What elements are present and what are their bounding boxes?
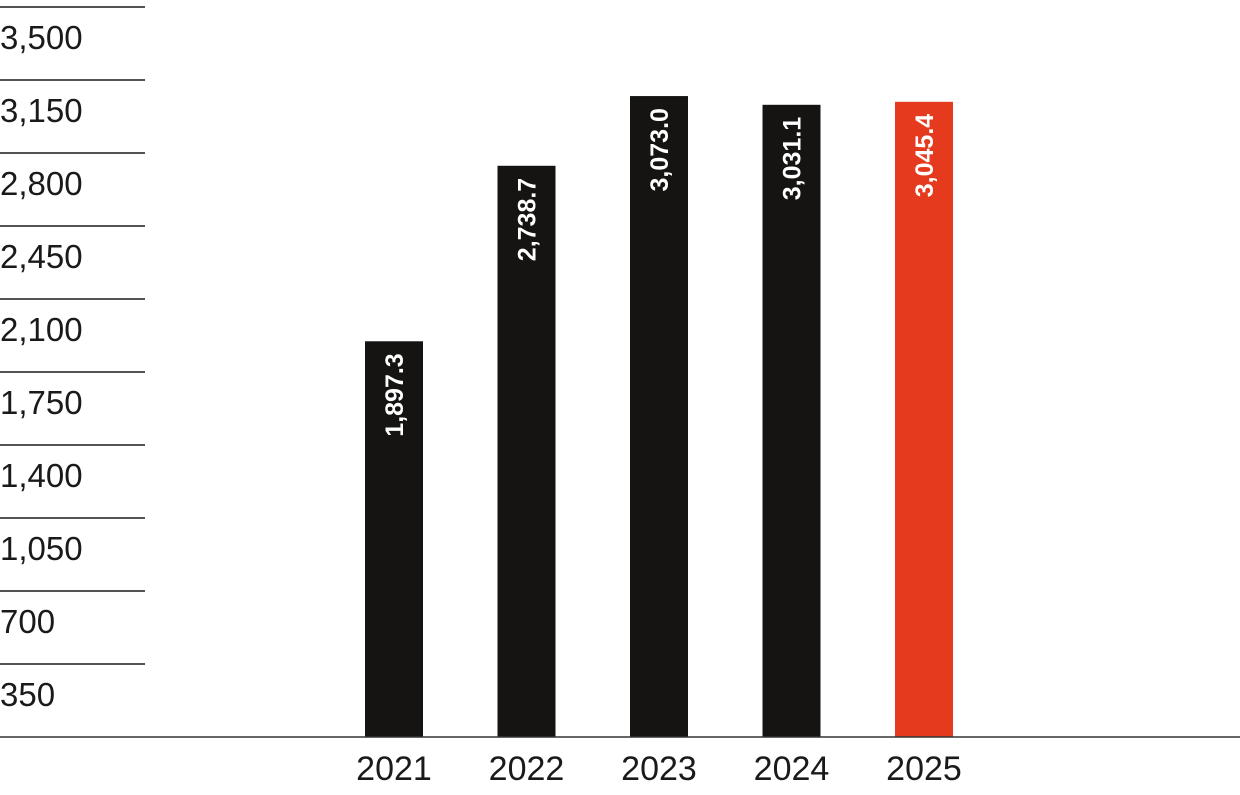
x-axis-tick-labels: 2021 2022 2023 2024 2025 [356, 750, 962, 788]
y-tick-label: 1,050 [0, 530, 83, 567]
bar-value-label: 1,897.3 [381, 353, 409, 436]
y-tick-label: 350 [0, 676, 55, 713]
bar-2021 [365, 341, 423, 737]
x-tick-label: 2021 [356, 750, 432, 788]
y-tick-label: 3,150 [0, 92, 83, 129]
x-tick-label: 2023 [621, 750, 697, 788]
bar-2022 [497, 165, 556, 738]
x-tick-label: 2024 [754, 750, 830, 788]
bar-value-label: 3,073.0 [646, 108, 674, 191]
y-tick-label: 700 [0, 603, 55, 640]
gridlines [0, 6, 145, 665]
bar-value-label: 2,738.7 [514, 178, 542, 261]
bar-value-labels: 1,897.3 2,738.7 3,073.0 3,031.1 3,045.4 [381, 108, 939, 437]
bar-2023 [630, 96, 688, 737]
bar-value-label: 3,031.1 [779, 117, 807, 201]
y-tick-label: 2,100 [0, 311, 83, 348]
y-axis-tick-labels: 350 700 1,050 1,400 1,750 2,100 2,450 2,800 3,15… [0, 19, 83, 713]
y-tick-label: 3,500 [0, 19, 83, 56]
bar-value-label: 3,045.4 [911, 114, 939, 198]
y-tick-label: 1,750 [0, 384, 83, 421]
x-tick-label: 2022 [489, 750, 565, 788]
y-tick-label: 2,800 [0, 165, 83, 202]
y-tick-label: 2,450 [0, 238, 83, 275]
bar-2024 [762, 104, 821, 738]
x-tick-label: 2025 [886, 750, 962, 788]
bars [365, 96, 953, 738]
bar-2025 [895, 101, 953, 737]
y-tick-label: 1,400 [0, 457, 83, 494]
